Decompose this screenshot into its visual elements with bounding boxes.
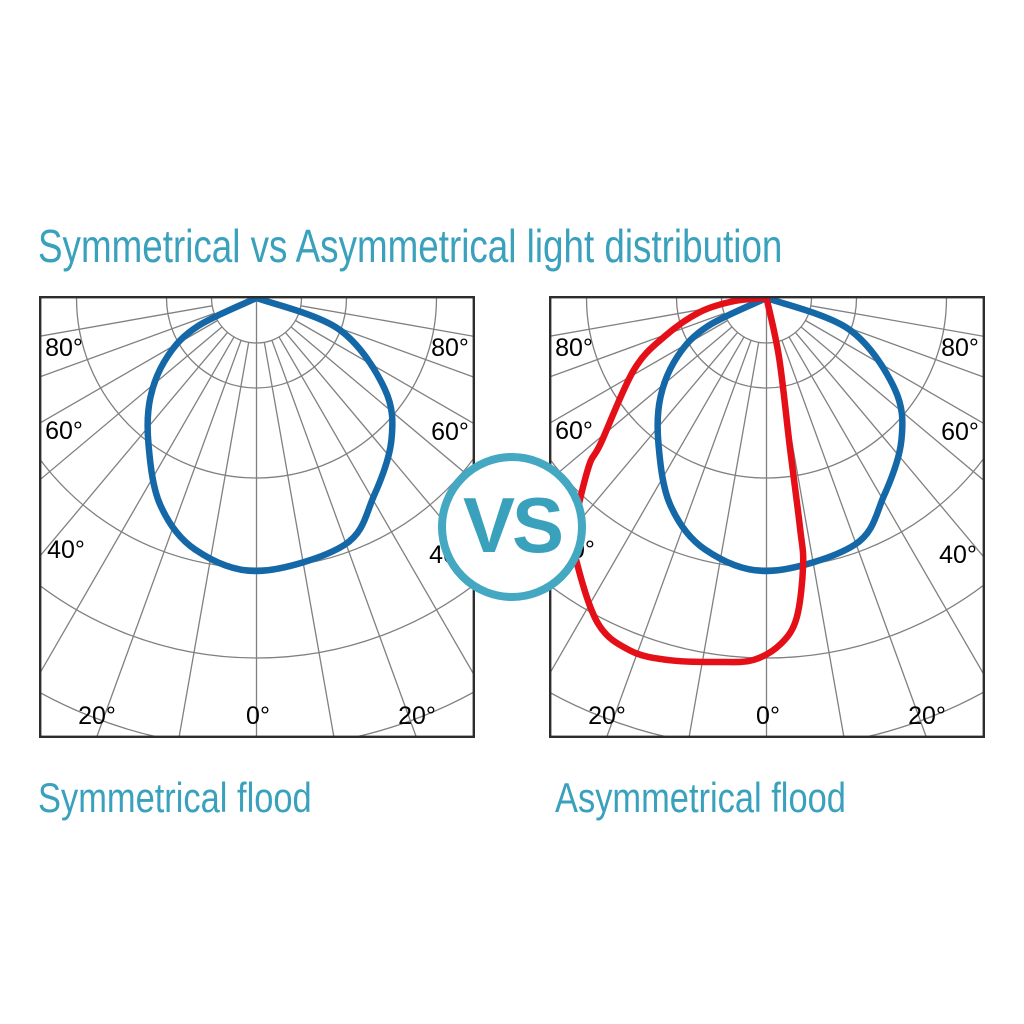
angle-label: 80° bbox=[45, 334, 83, 362]
asymmetrical-diagram-panel: 80°60°40°20°0°20°40°60°80° bbox=[549, 296, 985, 738]
symmetrical-beam-curve bbox=[654, 297, 906, 575]
angle-label: 60° bbox=[555, 417, 593, 445]
page-title: Symmetrical vs Asymmetrical light distri… bbox=[38, 220, 783, 272]
polar-grid bbox=[550, 297, 984, 737]
angle-label: 20° bbox=[588, 702, 626, 730]
angle-label: 0° bbox=[246, 702, 270, 730]
angle-label: 80° bbox=[555, 334, 593, 362]
symmetrical-beam-curve bbox=[144, 297, 396, 575]
angle-label: 80° bbox=[431, 334, 469, 362]
angle-label: 20° bbox=[78, 702, 116, 730]
angle-label: 20° bbox=[398, 702, 436, 730]
angle-label: 60° bbox=[431, 418, 469, 446]
angle-label: 60° bbox=[45, 417, 83, 445]
angle-label: 60° bbox=[941, 418, 979, 446]
asymmetrical-polar-chart: 80°60°40°20°0°20°40°60°80° bbox=[549, 296, 985, 738]
caption-asymmetrical-flood: Asymmetrical flood bbox=[555, 774, 846, 821]
symmetrical-diagram-panel: 80°60°40°20°0°20°40°60°80° bbox=[39, 296, 475, 738]
angle-label: 40° bbox=[939, 541, 977, 569]
vs-badge-label: VS bbox=[462, 480, 564, 569]
asymmetrical-beam-curve bbox=[569, 297, 807, 666]
symmetrical-polar-chart: 80°60°40°20°0°20°40°60°80° bbox=[39, 296, 475, 738]
angle-label: 0° bbox=[756, 702, 780, 730]
angle-label: 40° bbox=[47, 536, 85, 564]
vs-badge: VS bbox=[438, 453, 586, 601]
polar-grid bbox=[40, 297, 474, 737]
angle-label: 80° bbox=[941, 334, 979, 362]
caption-symmetrical-flood: Symmetrical flood bbox=[38, 774, 312, 821]
angle-label: 20° bbox=[908, 702, 946, 730]
